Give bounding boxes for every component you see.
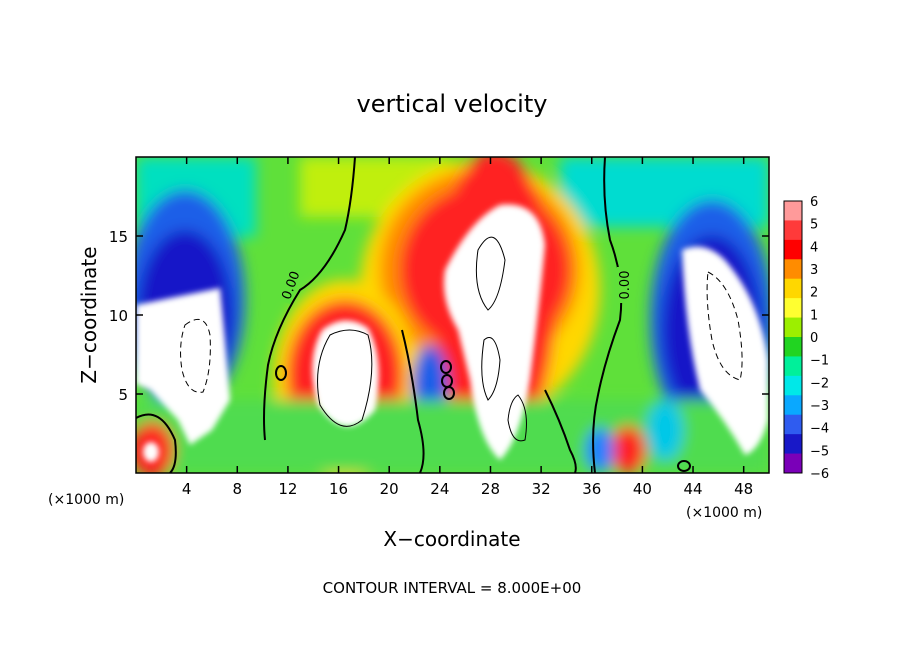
x-unit-left: (×1000 m) (48, 492, 124, 508)
x-tick-label: 36 (582, 480, 601, 498)
y-axis: 5 10 15 (109, 228, 769, 404)
velocity-field (136, 157, 769, 473)
x-tick-label: 48 (734, 480, 753, 498)
svg-text:0.00: 0.00 (618, 271, 633, 300)
y-tick-label: 5 (118, 386, 128, 404)
colorbar-label: −3 (810, 399, 829, 414)
x-axis: 4 8 12 16 20 24 28 32 36 40 44 48 (182, 157, 753, 498)
contour-label-right: 0.00 (617, 267, 633, 303)
x-tick-label: 28 (481, 480, 500, 498)
colorbar-label: −6 (810, 467, 829, 482)
contour-interval-note: CONTOUR INTERVAL = 8.000E+00 (323, 579, 582, 597)
colorbar-cell (784, 395, 802, 416)
colorbar-label: −4 (810, 422, 829, 437)
colorbar-cell (784, 239, 802, 260)
colorbar-cell (784, 259, 802, 280)
colorbar-frame (783, 200, 803, 474)
colorbar-cell (784, 414, 802, 435)
x-tick-label: 40 (633, 480, 652, 498)
colorbar-cell (784, 337, 802, 357)
y-tick-label: 15 (109, 228, 128, 246)
colorbar-label: 1 (810, 308, 818, 323)
colorbar-cell (784, 220, 802, 241)
colorbar-label: 6 (810, 195, 818, 210)
colorbar-label: −5 (810, 444, 829, 459)
chart-title: vertical velocity (357, 90, 548, 118)
x-tick-label: 24 (430, 480, 449, 498)
colorbar-cell (784, 453, 802, 474)
colorbar-cell (784, 434, 802, 455)
contour-lines (136, 157, 743, 473)
y-axis-title: Z−coordinate (77, 246, 101, 383)
colorbar-cell (784, 298, 802, 319)
colorbar-label: 5 (810, 218, 818, 233)
x-tick-label: 8 (233, 480, 243, 498)
x-tick-label: 44 (683, 480, 702, 498)
colorbar-label: 0 (810, 331, 818, 346)
colorbar-label: 3 (810, 263, 818, 278)
x-axis-title: X−coordinate (383, 527, 520, 551)
colorbar-cell (784, 278, 802, 299)
colorbar-label: 2 (810, 286, 818, 301)
colorbar-label: 4 (810, 240, 818, 255)
x-unit-right: (×1000 m) (686, 505, 762, 521)
colorbar-cell (784, 317, 802, 338)
colorbar-cell (784, 375, 802, 396)
colorbar-cell (784, 356, 802, 377)
x-tick-label: 16 (329, 480, 348, 498)
colorbar-label: −2 (810, 376, 829, 391)
x-tick-label: 32 (532, 480, 551, 498)
colorbar: 6 5 4 3 2 1 0 −1 −2 −3 −4 −5 −6 (783, 195, 829, 482)
x-tick-label: 20 (380, 480, 399, 498)
y-tick-label: 10 (109, 307, 128, 325)
colorbar-label: −1 (810, 354, 829, 369)
x-tick-label: 4 (182, 480, 192, 498)
colorbar-cell (784, 201, 802, 221)
x-tick-label: 12 (278, 480, 297, 498)
